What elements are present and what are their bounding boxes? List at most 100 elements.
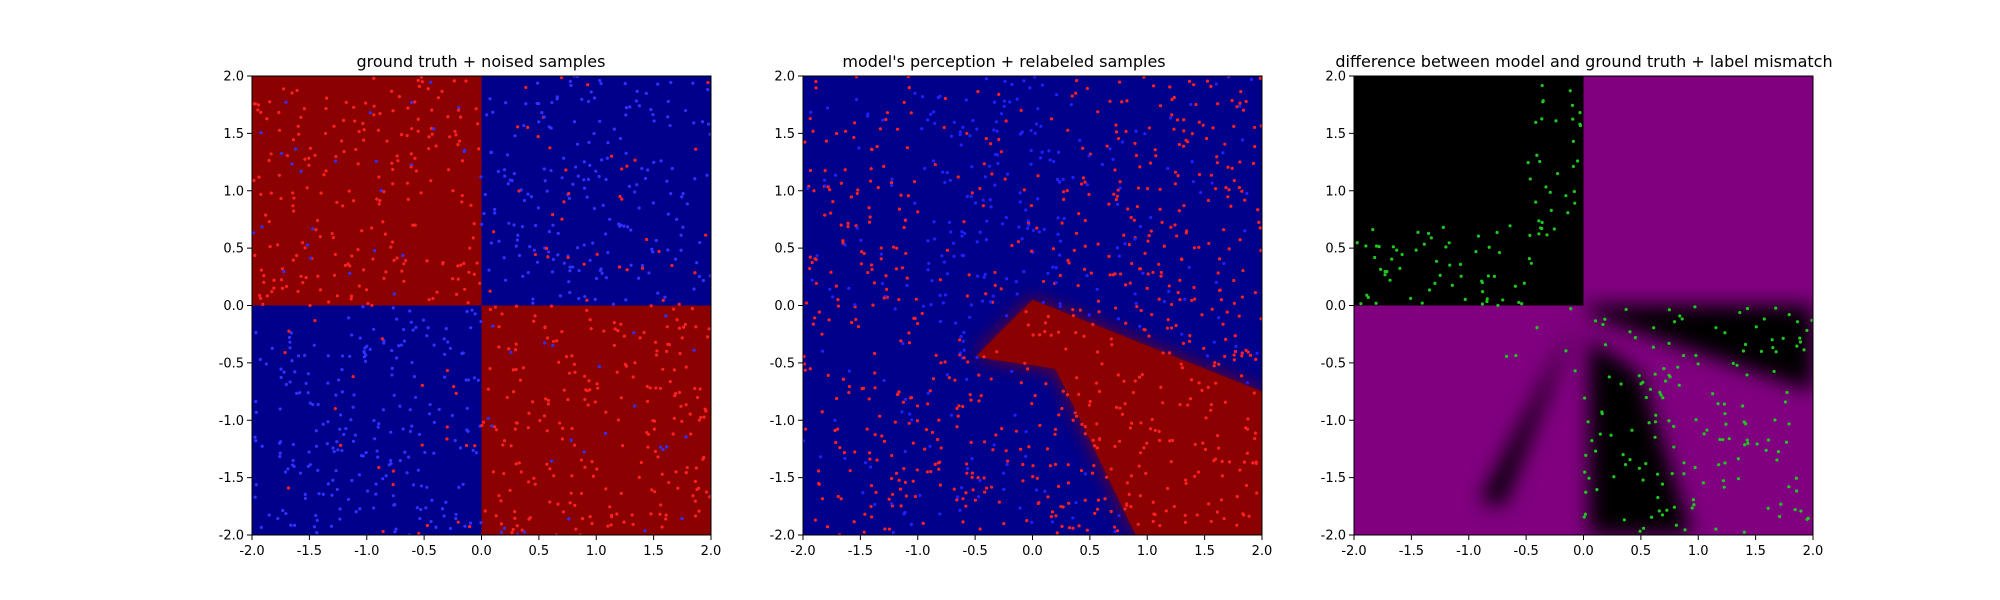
sample-point xyxy=(1058,273,1062,278)
sample-point xyxy=(945,171,949,175)
sample-point xyxy=(1050,520,1055,524)
sample-point xyxy=(894,471,899,475)
sample-point xyxy=(1077,211,1081,216)
mismatch-point xyxy=(1444,245,1448,249)
sample-point xyxy=(856,324,861,329)
sample-point xyxy=(535,260,540,264)
sample-point xyxy=(820,410,824,414)
sample-point xyxy=(336,448,340,452)
sample-point xyxy=(624,113,628,117)
sample-point xyxy=(817,310,821,314)
sample-point xyxy=(516,532,520,535)
sample-point xyxy=(575,142,580,146)
sample-point xyxy=(499,522,504,526)
sample-point xyxy=(390,373,394,377)
sample-point xyxy=(958,508,962,512)
sample-point xyxy=(599,81,603,86)
x-tick-label: -1.5 xyxy=(848,544,873,559)
sample-point xyxy=(943,293,948,297)
sample-point xyxy=(836,298,840,302)
sample-point xyxy=(675,318,679,322)
sample-point xyxy=(331,446,335,450)
sample-point xyxy=(1129,474,1134,478)
sample-point xyxy=(1209,519,1213,524)
sample-point xyxy=(1138,224,1143,229)
sample-point xyxy=(1158,207,1162,211)
sample-point xyxy=(1194,102,1198,107)
chart-panel-difference: difference between model and ground trut… xyxy=(1321,52,1833,559)
sample-point xyxy=(1093,444,1097,448)
sample-point xyxy=(1026,219,1030,223)
sample-point xyxy=(602,329,606,333)
sample-point xyxy=(959,334,963,339)
sample-point xyxy=(680,517,684,521)
sample-point xyxy=(1235,523,1239,527)
sample-point xyxy=(1140,373,1144,377)
sample-point xyxy=(938,293,942,298)
mismatch-point xyxy=(1628,458,1632,462)
mismatch-point xyxy=(1513,284,1517,288)
sample-point xyxy=(1005,314,1009,318)
sample-point xyxy=(267,513,271,517)
sample-point xyxy=(1082,267,1087,271)
sample-point xyxy=(524,102,528,106)
sample-point xyxy=(1258,226,1262,230)
sample-point xyxy=(486,416,490,421)
sample-point xyxy=(684,403,688,407)
sample-point xyxy=(501,443,505,447)
mismatch-point xyxy=(1383,269,1387,274)
sample-point xyxy=(529,195,534,199)
sample-point xyxy=(680,419,684,423)
mismatch-point xyxy=(1568,89,1572,93)
mismatch-point xyxy=(1805,517,1809,521)
sample-point xyxy=(1223,354,1227,359)
mismatch-point xyxy=(1637,466,1642,470)
sample-point xyxy=(557,360,561,364)
sample-point xyxy=(1114,306,1118,310)
mismatch-point xyxy=(1742,530,1746,534)
sample-point xyxy=(954,321,958,325)
sample-point xyxy=(413,223,417,227)
sample-point xyxy=(905,276,909,280)
mismatch-point xyxy=(1665,508,1669,512)
sample-point xyxy=(488,97,492,101)
sample-point xyxy=(1165,486,1170,491)
sample-point xyxy=(545,246,549,251)
mismatch-point xyxy=(1535,325,1539,330)
sample-point xyxy=(1197,172,1202,177)
sample-point xyxy=(489,241,493,245)
sample-point xyxy=(969,303,973,307)
sample-point xyxy=(1221,322,1225,326)
sample-point xyxy=(560,217,564,221)
sample-point xyxy=(869,484,874,488)
sample-point xyxy=(389,245,393,249)
sample-point xyxy=(395,317,399,321)
y-tick-label: -2.0 xyxy=(770,529,795,544)
sample-point xyxy=(606,524,610,528)
sample-point xyxy=(1125,99,1129,103)
sample-point xyxy=(606,250,610,255)
sample-point xyxy=(1238,468,1242,472)
sample-point xyxy=(569,491,573,495)
sample-point xyxy=(618,136,623,141)
sample-point xyxy=(1138,494,1142,498)
sample-point xyxy=(350,333,354,337)
x-tick-label: -1.5 xyxy=(297,544,322,559)
sample-point xyxy=(606,141,610,145)
sample-point xyxy=(1030,402,1034,406)
sample-point xyxy=(847,384,852,389)
sample-point xyxy=(299,274,303,278)
sample-point xyxy=(652,160,656,165)
sample-point xyxy=(1018,506,1022,510)
mismatch-point xyxy=(1672,424,1676,429)
sample-point xyxy=(1134,129,1138,133)
sample-point xyxy=(1232,179,1236,183)
mismatch-point xyxy=(1743,342,1748,347)
sample-point xyxy=(1034,122,1039,126)
sample-point xyxy=(1189,102,1193,107)
sample-point xyxy=(663,295,667,299)
sample-point xyxy=(429,80,433,84)
sample-point xyxy=(381,529,385,534)
sample-point xyxy=(1108,147,1112,151)
sample-point xyxy=(582,160,587,164)
